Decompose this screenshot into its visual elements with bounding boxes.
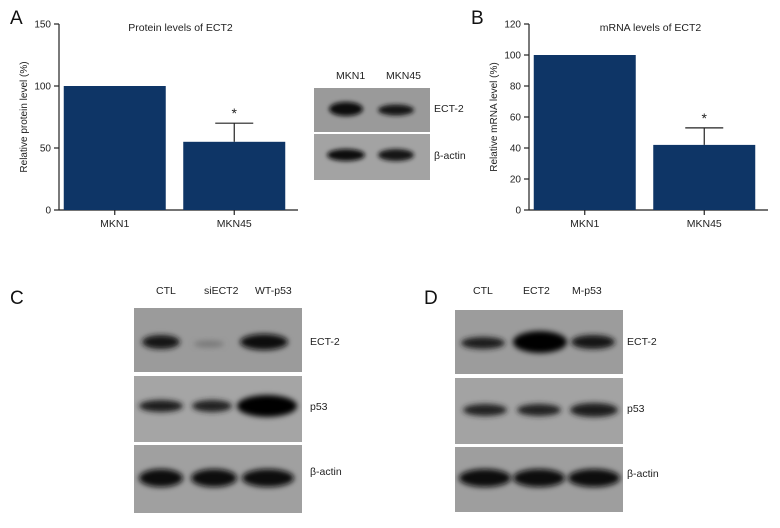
blot-a: MKN1 MKN45 ECT-2 β-actin: [312, 68, 472, 183]
blot-c-row-label: p53: [310, 401, 328, 413]
panel-letter-c: C: [10, 288, 24, 309]
y-tick-label: 40: [510, 144, 522, 155]
y-tick-label: 0: [45, 206, 51, 217]
x-tick-label: MKN1: [100, 218, 129, 230]
y-tick-label: 60: [510, 113, 522, 124]
blot-d-lane-label: CTL: [473, 285, 493, 297]
x-tick-label: MKN1: [570, 218, 599, 230]
chart-title: Protein levels of ECT2: [128, 22, 233, 34]
blot-a-row-label: β-actin: [434, 150, 466, 162]
blot-d-row-label: p53: [627, 403, 645, 415]
y-tick-label: 80: [510, 82, 522, 93]
y-tick-label: 120: [504, 20, 521, 31]
bar-mkn1: [533, 55, 636, 210]
panel-letter-b: B: [471, 8, 484, 29]
blot-c-lane-label: CTL: [156, 285, 176, 297]
panel-letter-a: A: [10, 8, 23, 29]
blot-d-lane-label: ECT2: [523, 285, 550, 297]
blot-c: CTL siECT2 WT-p53 ECT-2 p53 β-actin: [134, 283, 374, 523]
bar-mkn1: [63, 86, 166, 210]
y-tick-label: 150: [34, 20, 51, 31]
blot-a-image: [314, 88, 430, 180]
y-axis-label: Relative mRNA level (%): [489, 62, 500, 171]
x-tick-label: MKN45: [687, 218, 722, 230]
blot-a-row-label: ECT-2: [434, 103, 464, 115]
bar-mkn45: [653, 144, 756, 210]
panel-letter-d: D: [424, 288, 438, 309]
y-tick-label: 0: [515, 206, 521, 217]
blot-c-image: [134, 308, 302, 513]
blot-d: CTL ECT2 M-p53 ECT-2 p53 β-actin: [455, 283, 695, 523]
x-tick-label: MKN45: [217, 218, 252, 230]
y-tick-label: 20: [510, 175, 522, 186]
blot-a-lane-label: MKN45: [386, 70, 422, 82]
blot-d-row-label: ECT-2: [627, 336, 657, 348]
blot-a-lane-label: MKN1: [336, 70, 366, 82]
blot-d-lane-label: M-p53: [572, 285, 602, 297]
y-tick-label: 100: [34, 82, 51, 93]
bar-mkn45: [183, 141, 286, 210]
mrna-chart: mRNA levels of ECT2 Relative mRNA level (…: [489, 20, 768, 230]
y-tick-label: 50: [40, 144, 52, 155]
blot-c-row-label: ECT-2: [310, 336, 340, 348]
blot-d-row-label: β-actin: [627, 468, 659, 480]
chart-title: mRNA levels of ECT2: [600, 22, 702, 34]
significance-marker: *: [702, 110, 708, 126]
y-axis-label: Relative protein level (%): [19, 61, 30, 172]
blot-c-lane-label: WT-p53: [255, 285, 292, 297]
significance-marker: *: [232, 105, 238, 121]
blot-c-lane-label: siECT2: [204, 285, 239, 297]
blot-c-row-label: β-actin: [310, 466, 342, 478]
protein-chart: Protein levels of ECT2 Relative protein l…: [19, 20, 298, 230]
blot-d-image: [455, 310, 623, 512]
y-tick-label: 100: [504, 51, 521, 62]
